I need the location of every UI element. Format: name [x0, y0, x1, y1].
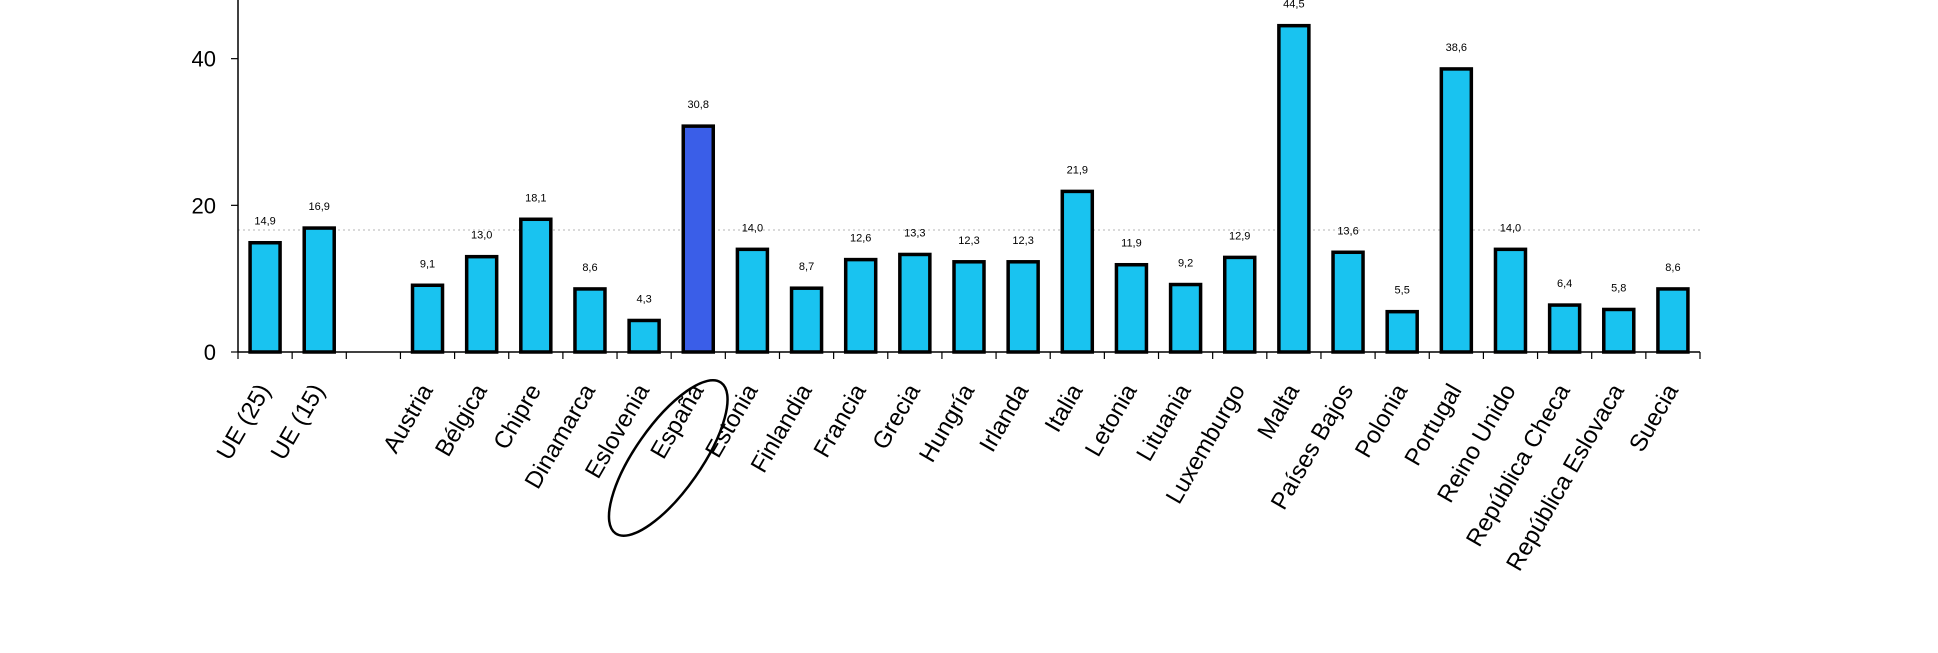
- value-label: 12,3: [958, 235, 979, 247]
- bar: [1006, 260, 1040, 354]
- bars-layer: [248, 23, 1690, 354]
- category-label: Irlanda: [974, 379, 1034, 457]
- category-label: Austria: [378, 379, 439, 458]
- value-label: 12,9: [1229, 230, 1250, 242]
- bar: [627, 318, 661, 354]
- value-label: 14,0: [742, 222, 763, 234]
- value-label: 6,4: [1557, 278, 1572, 290]
- value-labels-layer: 14,9 16,9 9,1 13,0 18,1 8,6 4,3 30,8 14,0 8,7 12,6…: [254, 0, 1680, 305]
- value-label: 5,8: [1611, 282, 1626, 294]
- bar: [735, 247, 770, 354]
- bar: [1060, 189, 1095, 354]
- value-label: 14,0: [1500, 222, 1521, 234]
- bar: [898, 252, 932, 354]
- bar: [843, 257, 878, 354]
- value-label: 21,9: [1067, 164, 1088, 176]
- value-label: 16,9: [309, 201, 330, 213]
- bar: [1439, 67, 1474, 354]
- bar: [1602, 307, 1636, 354]
- bar: [573, 287, 607, 354]
- value-label: 38,6: [1446, 42, 1467, 54]
- value-label: 8,6: [1665, 262, 1680, 274]
- value-label: 8,6: [582, 262, 597, 274]
- category-label: Grecia: [867, 379, 926, 454]
- bar: [302, 226, 336, 354]
- bar: [1547, 303, 1582, 354]
- value-label: 12,6: [850, 233, 871, 245]
- category-label: UE (15): [266, 380, 331, 465]
- value-label: 13,0: [471, 230, 492, 242]
- bar: [681, 124, 716, 354]
- bar: [952, 260, 986, 354]
- category-labels-layer: UE (25)UE (15) AustriaBélgicaChipreDinama…: [212, 379, 1685, 576]
- y-tick-label: 0: [204, 340, 216, 365]
- category-label: Suecia: [1624, 379, 1684, 457]
- category-label: Bélgica: [430, 379, 493, 461]
- bar: [1168, 282, 1203, 354]
- y-ticks-layer: 0 20 40: [192, 47, 238, 365]
- value-label: 13,6: [1337, 225, 1358, 237]
- category-label: Malta: [1252, 379, 1305, 444]
- value-label: 12,3: [1012, 235, 1033, 247]
- bar: [1656, 287, 1690, 354]
- category-label: Francia: [809, 379, 873, 462]
- y-tick-label: 20: [192, 193, 216, 218]
- bar: [1493, 247, 1528, 354]
- highlight-ellipse: [607, 379, 729, 537]
- bar: [410, 283, 445, 354]
- value-label: 44,5: [1283, 0, 1304, 11]
- bar: [248, 240, 282, 354]
- bar: [1114, 262, 1149, 354]
- bar: [1277, 23, 1311, 354]
- x-ticks-layer: [237, 352, 1701, 359]
- bar: [1385, 309, 1419, 354]
- category-label: Chipre: [488, 380, 547, 455]
- value-label: 4,3: [636, 293, 651, 305]
- bar: [464, 254, 499, 354]
- category-label: Italia: [1040, 379, 1089, 437]
- value-label: 13,3: [904, 227, 925, 239]
- bar: [519, 217, 553, 354]
- y-tick-label: 40: [192, 47, 216, 72]
- bar: [1331, 250, 1365, 354]
- value-label: 30,8: [688, 99, 709, 111]
- value-label: 11,9: [1121, 238, 1142, 250]
- value-label: 8,7: [799, 261, 814, 273]
- value-label: 9,1: [420, 258, 435, 270]
- value-label: 18,1: [525, 192, 546, 204]
- value-label: 14,9: [254, 216, 275, 228]
- value-label: 5,5: [1395, 285, 1410, 297]
- bar: [1222, 255, 1257, 354]
- bar: [789, 286, 824, 354]
- value-label: 9,2: [1178, 258, 1193, 270]
